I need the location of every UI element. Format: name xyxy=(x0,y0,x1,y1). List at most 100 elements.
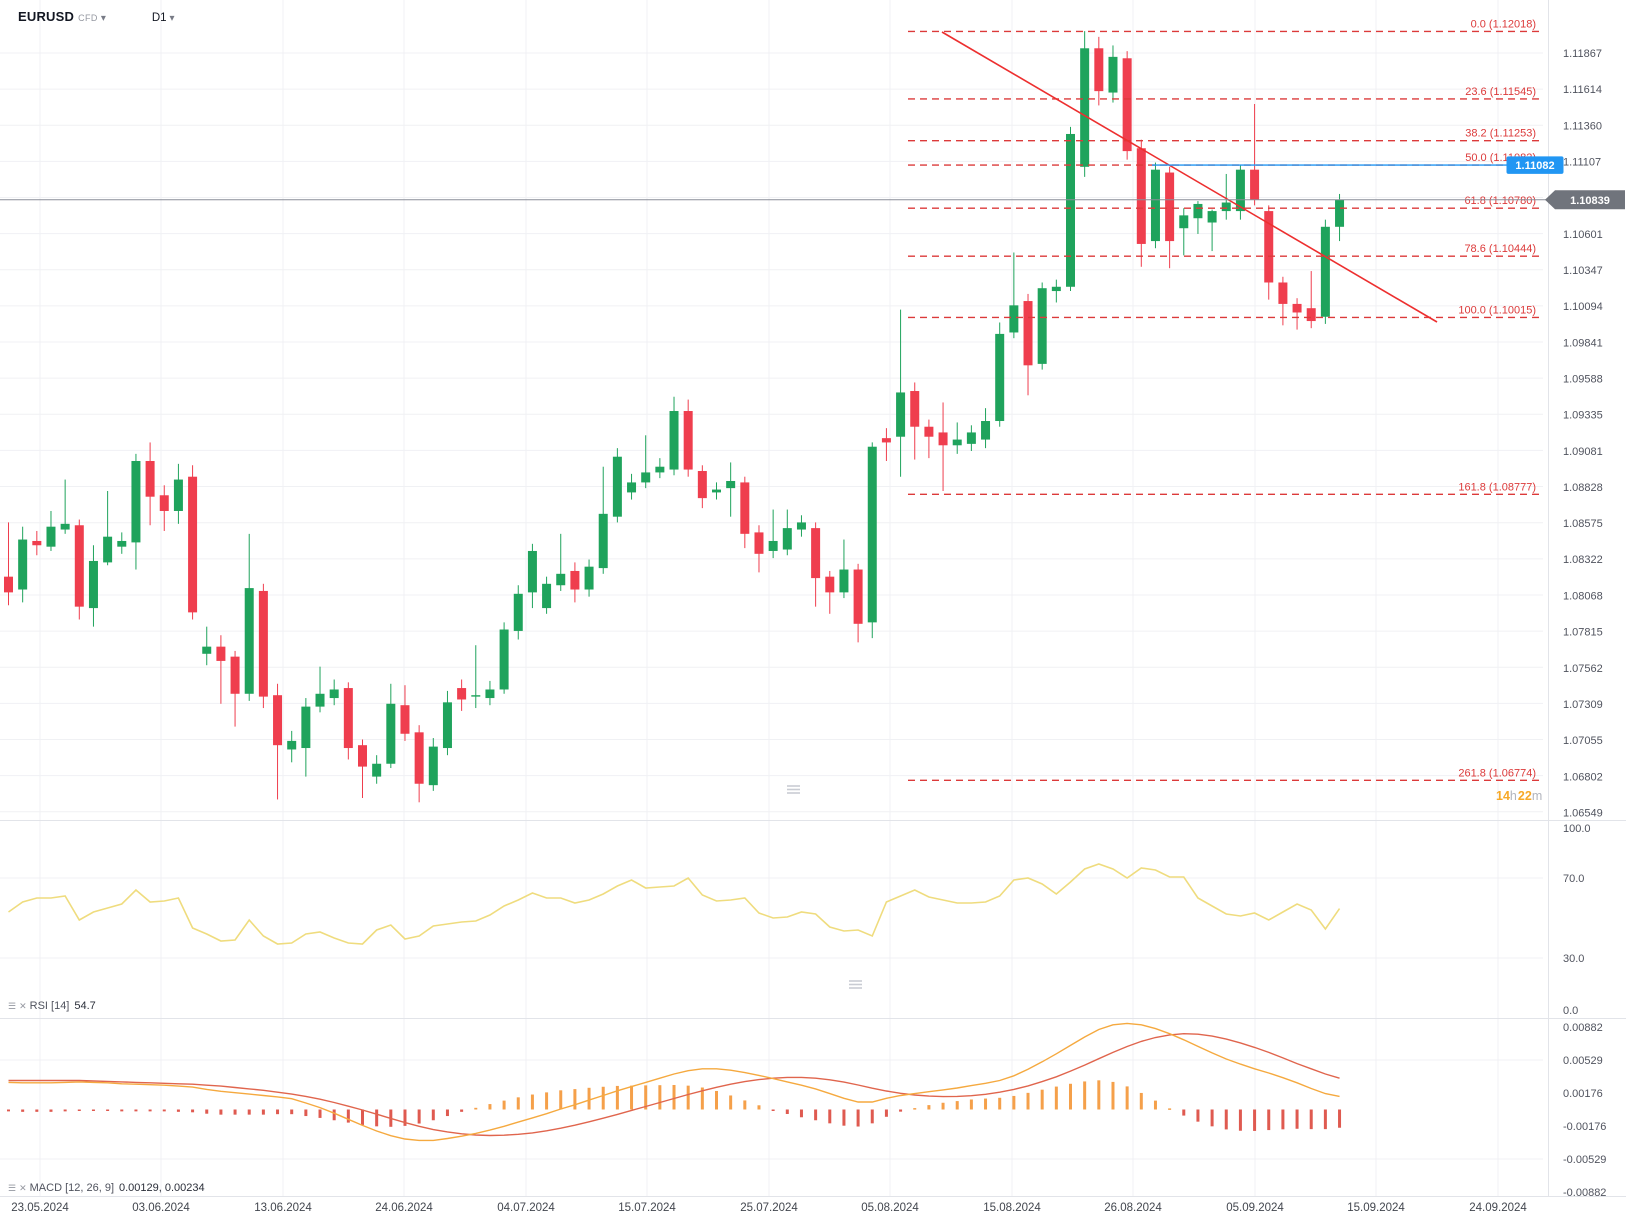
candle xyxy=(428,746,438,786)
macd-histogram-bar xyxy=(969,1099,973,1110)
pane-separators[interactable] xyxy=(0,0,1626,1197)
indicator-settings-icon[interactable]: ☰ xyxy=(8,1001,17,1011)
symbol-toolbar: EURUSD CFD ▾ D1 ▾ xyxy=(18,8,175,28)
countdown-hours-unit: h xyxy=(1509,789,1517,803)
candle xyxy=(1221,202,1231,212)
candle xyxy=(853,569,863,624)
fib-level-label: 261.8 (1.06774) xyxy=(1458,767,1536,779)
time-axis-label: 23.05.2024 xyxy=(11,1202,69,1214)
price-axis-label: 1.09588 xyxy=(1563,373,1603,385)
macd-histogram-bar xyxy=(176,1109,180,1112)
macd-histogram-bar xyxy=(460,1109,464,1112)
symbol-button[interactable]: EURUSD xyxy=(18,9,75,24)
macd-histogram-bar xyxy=(375,1109,379,1127)
candle xyxy=(46,526,56,547)
candle xyxy=(938,432,948,446)
macd-histogram-bar xyxy=(77,1109,81,1111)
indicator-close-icon[interactable]: ✕ xyxy=(19,1001,27,1011)
macd-histogram-bar xyxy=(474,1107,478,1110)
price-axis-label: 1.11867 xyxy=(1563,48,1602,60)
rsi-line xyxy=(8,863,1341,945)
timeframe-chevron-down-icon[interactable]: ▾ xyxy=(169,13,175,24)
macd-histogram-bar xyxy=(219,1109,223,1115)
indicator-close-icon[interactable]: ✕ xyxy=(19,1183,27,1193)
candle xyxy=(740,482,750,534)
macd-histogram-bar xyxy=(1295,1109,1299,1129)
macd-histogram-bar xyxy=(106,1109,110,1111)
candlestick-series xyxy=(4,31,1345,803)
candle xyxy=(1037,288,1047,364)
macd-histogram-bar xyxy=(828,1109,832,1124)
macd-histogram-bar xyxy=(431,1109,435,1121)
macd-histogram-bar xyxy=(1253,1109,1257,1131)
price-axis-label: 1.10601 xyxy=(1563,229,1603,241)
macd-histogram-bar xyxy=(1196,1109,1200,1122)
macd-histogram-bar xyxy=(842,1109,846,1126)
rsi-axis-label: 70.0 xyxy=(1563,873,1584,885)
macd-line xyxy=(8,1022,1340,1142)
price-axis[interactable]: 1.11867 1.11614 1.11360 1.11107 1.10601 1.103… xyxy=(1563,48,1603,819)
candle xyxy=(457,688,467,700)
candle xyxy=(1306,308,1316,322)
macd-histogram-bar xyxy=(672,1084,676,1110)
price-axis-label: 1.10347 xyxy=(1563,265,1603,277)
macd-histogram-bar xyxy=(91,1109,95,1111)
macd-histogram-bar xyxy=(1309,1109,1313,1130)
price-axis-label: 1.06549 xyxy=(1563,807,1603,819)
pane-resize-handle[interactable] xyxy=(849,980,862,989)
macd-histogram-bar xyxy=(35,1109,39,1112)
rsi-axis-label: 30.0 xyxy=(1563,953,1584,965)
macd-histogram xyxy=(7,1080,1342,1131)
candle xyxy=(145,460,155,497)
macd-axis[interactable]: 0.00882 0.00529 0.00176 -0.00176 -0.00529 -0.… xyxy=(1563,1022,1606,1199)
macd-histogram-bar xyxy=(361,1109,364,1125)
macd-histogram-bar xyxy=(814,1109,818,1121)
candle xyxy=(1179,215,1189,229)
macd-histogram-bar xyxy=(134,1109,138,1112)
macd-histogram-bar xyxy=(276,1109,280,1115)
macd-histogram-bar xyxy=(1267,1109,1271,1131)
candle xyxy=(88,560,98,609)
indicator-settings-icon[interactable]: ☰ xyxy=(8,1183,17,1193)
macd-histogram-bar xyxy=(233,1109,237,1115)
macd-histogram-bar xyxy=(899,1109,903,1112)
time-axis-label: 25.07.2024 xyxy=(740,1202,798,1214)
macd-indicator-values: 0.00129, 0.00234 xyxy=(119,1182,205,1194)
timeframe-button[interactable]: D1 xyxy=(151,12,167,24)
candle xyxy=(527,550,537,593)
macd-histogram-bar xyxy=(700,1087,704,1110)
candle xyxy=(372,763,382,777)
macd-histogram-bar xyxy=(49,1109,53,1112)
fib-level-label: 0.0 (1.12018) xyxy=(1471,18,1536,30)
time-axis-label: 26.08.2024 xyxy=(1104,1202,1162,1214)
trend-line-drawing[interactable] xyxy=(941,31,1438,323)
macd-histogram-bar xyxy=(148,1109,152,1112)
macd-histogram-bar xyxy=(21,1109,25,1112)
candle xyxy=(754,532,764,554)
price-axis-label: 1.08322 xyxy=(1563,554,1603,566)
fib-level-label: 61.8 (1.10780) xyxy=(1464,195,1536,207)
candle xyxy=(768,540,778,551)
macd-histogram-bar xyxy=(1281,1109,1285,1130)
candle xyxy=(1066,133,1075,287)
macd-histogram-bar xyxy=(941,1102,945,1110)
candle xyxy=(1235,169,1245,212)
macd-axis-label: -0.00529 xyxy=(1563,1154,1606,1166)
candle xyxy=(131,460,141,543)
countdown-hours: 14 xyxy=(1496,789,1510,803)
candle xyxy=(202,646,212,654)
fib-level-label: 100.0 (1.10015) xyxy=(1458,304,1536,316)
candle xyxy=(881,438,891,443)
time-axis[interactable]: 23.05.2024 03.06.2024 13.06.2024 24.06.2024… xyxy=(11,1202,1527,1214)
rsi-axis[interactable]: 100.0 70.0 30.0 0.0 xyxy=(1563,823,1591,1017)
time-axis-label: 24.09.2024 xyxy=(1469,1202,1527,1214)
price-axis-label: 1.09841 xyxy=(1563,337,1603,349)
macd-axis-label: -0.00176 xyxy=(1563,1121,1606,1133)
candle xyxy=(612,456,622,517)
time-axis-label: 04.07.2024 xyxy=(497,1202,555,1214)
macd-histogram-bar xyxy=(1054,1086,1058,1110)
symbol-chevron-down-icon[interactable]: ▾ xyxy=(100,13,106,24)
pane-resize-handle[interactable] xyxy=(787,785,800,794)
